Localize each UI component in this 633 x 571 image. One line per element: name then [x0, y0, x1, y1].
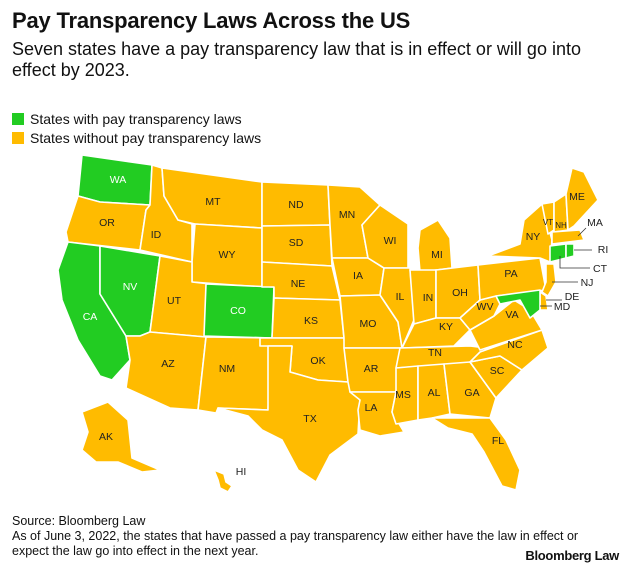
label-vt: VT: [543, 218, 553, 227]
label-ca: CA: [83, 311, 98, 323]
state-ny: [487, 203, 553, 263]
legend: States with pay transparency laws States…: [12, 109, 261, 147]
label-al: AL: [428, 387, 441, 399]
label-id: ID: [151, 229, 162, 241]
label-wv: WV: [477, 301, 494, 313]
label-ks: KS: [304, 315, 318, 327]
label-la: LA: [365, 402, 378, 414]
label-mt: MT: [205, 196, 221, 208]
label-ct: CT: [593, 263, 608, 275]
label-in: IN: [423, 292, 434, 304]
label-wa: WA: [110, 174, 127, 186]
state-tx: [217, 345, 361, 483]
state-ak: [81, 401, 161, 473]
label-tn: TN: [428, 347, 442, 359]
label-va: VA: [505, 309, 518, 321]
label-hi: HI: [236, 466, 247, 478]
label-il: IL: [396, 291, 405, 303]
label-sd: SD: [289, 237, 304, 249]
state-al: [417, 363, 451, 421]
label-nm: NM: [219, 363, 235, 375]
label-ky: KY: [439, 321, 453, 333]
label-nh: NH: [555, 221, 567, 230]
state-mi: [417, 219, 453, 273]
source-note: Source: Bloomberg Law: [12, 514, 146, 528]
label-me: ME: [569, 191, 585, 203]
label-nv: NV: [123, 281, 138, 293]
label-oh: OH: [452, 287, 468, 299]
label-co: CO: [230, 305, 246, 317]
legend-label-without-law: States without pay transparency laws: [30, 129, 262, 146]
label-wy: WY: [219, 249, 236, 261]
legend-swatch-yellow: [12, 131, 24, 144]
label-ne: NE: [291, 278, 306, 290]
label-de: DE: [565, 291, 580, 303]
label-or: OR: [99, 217, 115, 229]
label-ny: NY: [526, 231, 541, 243]
legend-label-with-law: States with pay transparency laws: [30, 110, 242, 127]
label-ri: RI: [598, 244, 609, 256]
label-ok: OK: [310, 355, 325, 367]
legend-swatch-green: [12, 112, 24, 125]
label-ar: AR: [364, 363, 379, 375]
state-ma: [551, 229, 585, 245]
state-ga: [443, 361, 497, 419]
state-nm: [197, 336, 273, 414]
state-fl: [431, 417, 521, 491]
leader-line-ct: [559, 256, 590, 269]
label-tx: TX: [303, 413, 316, 425]
label-mn: MN: [339, 209, 355, 221]
label-ma: MA: [587, 217, 603, 229]
legend-item-without-law: States without pay transparency laws: [12, 128, 261, 147]
label-ms: MS: [395, 389, 411, 401]
label-ga: GA: [464, 387, 479, 399]
label-az: AZ: [161, 358, 175, 370]
label-mo: MO: [360, 318, 377, 330]
label-ut: UT: [167, 295, 182, 307]
chart-title: Pay Transparency Laws Across the US: [12, 8, 411, 33]
state-me: [565, 167, 599, 231]
label-sc: SC: [490, 365, 505, 377]
label-fl: FL: [492, 435, 504, 447]
label-mi: MI: [431, 249, 443, 261]
label-wi: WI: [384, 235, 397, 247]
state-az: [125, 331, 207, 411]
label-nd: ND: [288, 199, 304, 211]
us-map: WA OR CA NV ID MT WY UT CO AZ NM ND SD N…: [57, 154, 609, 493]
footer-notes: Source: Bloomberg Law As of June 3, 2022…: [12, 514, 612, 559]
label-ia: IA: [353, 270, 363, 282]
label-ak: AK: [99, 431, 113, 443]
legend-item-with-law: States with pay transparency laws: [12, 109, 261, 128]
state-hi: [213, 469, 233, 493]
label-pa: PA: [504, 268, 517, 280]
label-md: MD: [554, 301, 571, 313]
label-nj: NJ: [581, 277, 594, 289]
leader-line-ma: [577, 227, 587, 237]
date-note: As of June 3, 2022, the states that have…: [12, 529, 579, 558]
state-ct: [549, 243, 567, 263]
state-nj: [541, 263, 557, 297]
label-nc: NC: [507, 339, 523, 351]
chart-subtitle: Seven states have a pay transparency law…: [12, 39, 581, 80]
bloomberg-law-logo: Bloomberg Law: [525, 548, 619, 563]
state-ri: [565, 243, 575, 259]
state-md: [495, 289, 541, 319]
